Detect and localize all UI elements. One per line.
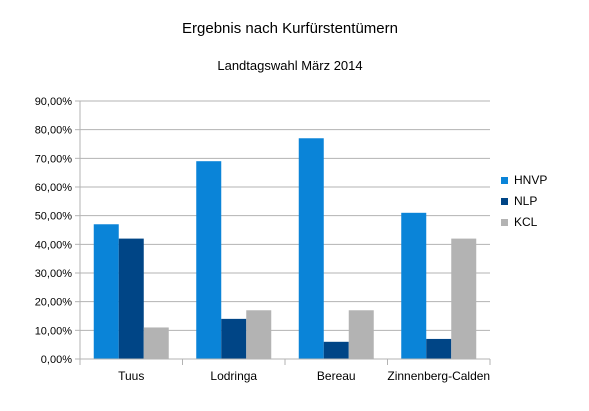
- legend-label-hnvp: HNVP: [514, 173, 547, 187]
- bar-nlp: [221, 318, 247, 359]
- bar-hnvp: [93, 224, 119, 359]
- chart-title: Ergebnis nach Kurfürstentümern: [182, 20, 398, 37]
- legend-swatch-nlp: [501, 198, 508, 205]
- y-axis-ticks: 0,00% 10,00% 20,00% 30,00% 40,00% 50,00% 60,00…: [35, 96, 80, 366]
- y-tick-label: 20,00%: [35, 297, 73, 309]
- y-tick-label: 10,00%: [35, 325, 73, 337]
- bar-kcl: [143, 327, 169, 359]
- axes: [79, 101, 491, 365]
- y-tick-label: 50,00%: [35, 211, 73, 223]
- bar-hnvp: [196, 161, 222, 359]
- bar-nlp: [118, 238, 144, 359]
- bar-hnvp: [298, 138, 324, 359]
- bar-nlp: [323, 341, 349, 359]
- legend: HNVP NLP KCL: [501, 173, 547, 229]
- y-tick-label: 70,00%: [35, 153, 73, 165]
- x-category-label: Bereau: [317, 369, 356, 383]
- x-category-label: Tuus: [118, 369, 144, 383]
- y-tick-label: 60,00%: [35, 182, 73, 194]
- legend-label-nlp: NLP: [514, 194, 537, 208]
- legend-label-kcl: KCL: [514, 215, 538, 229]
- chart-subtitle: Landtagswahl März 2014: [217, 58, 362, 73]
- bar-nlp: [426, 338, 452, 359]
- bars: [93, 138, 477, 359]
- bar-kcl: [348, 310, 374, 359]
- bar-hnvp: [401, 212, 427, 359]
- x-category-label: Zinnenberg-Calden: [387, 369, 490, 383]
- y-tick-label: 40,00%: [35, 239, 73, 251]
- y-tick-label: 30,00%: [35, 268, 73, 280]
- bar-kcl: [246, 310, 272, 359]
- legend-swatch-hnvp: [501, 177, 508, 184]
- y-tick-label: 90,00%: [35, 96, 73, 108]
- legend-swatch-kcl: [501, 219, 508, 226]
- bar-kcl: [451, 238, 477, 359]
- x-category-label: Lodringa: [210, 369, 257, 383]
- y-tick-label: 0,00%: [41, 354, 72, 366]
- x-axis-categories: Tuus Lodringa Bereau Zinnenberg-Calden: [118, 369, 490, 383]
- y-tick-label: 80,00%: [35, 125, 73, 137]
